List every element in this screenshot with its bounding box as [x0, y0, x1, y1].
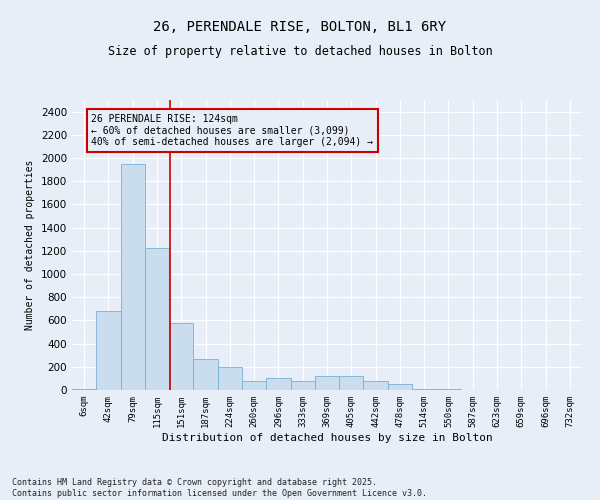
Bar	[169, 322, 193, 390]
Bar	[339, 376, 364, 390]
Bar	[193, 358, 218, 390]
Bar	[242, 380, 266, 390]
Bar	[290, 380, 315, 390]
Y-axis label: Number of detached properties: Number of detached properties	[25, 160, 35, 330]
Bar	[266, 378, 290, 390]
Bar	[145, 248, 169, 390]
Bar	[364, 380, 388, 390]
Bar	[121, 164, 145, 390]
Bar	[96, 311, 121, 390]
Bar	[412, 389, 436, 390]
Bar	[315, 376, 339, 390]
Text: Contains HM Land Registry data © Crown copyright and database right 2025.
Contai: Contains HM Land Registry data © Crown c…	[12, 478, 427, 498]
X-axis label: Distribution of detached houses by size in Bolton: Distribution of detached houses by size …	[161, 432, 493, 442]
Bar	[388, 384, 412, 390]
Text: 26 PERENDALE RISE: 124sqm
← 60% of detached houses are smaller (3,099)
40% of se: 26 PERENDALE RISE: 124sqm ← 60% of detac…	[91, 114, 373, 147]
Bar	[218, 368, 242, 390]
Text: 26, PERENDALE RISE, BOLTON, BL1 6RY: 26, PERENDALE RISE, BOLTON, BL1 6RY	[154, 20, 446, 34]
Text: Size of property relative to detached houses in Bolton: Size of property relative to detached ho…	[107, 45, 493, 58]
